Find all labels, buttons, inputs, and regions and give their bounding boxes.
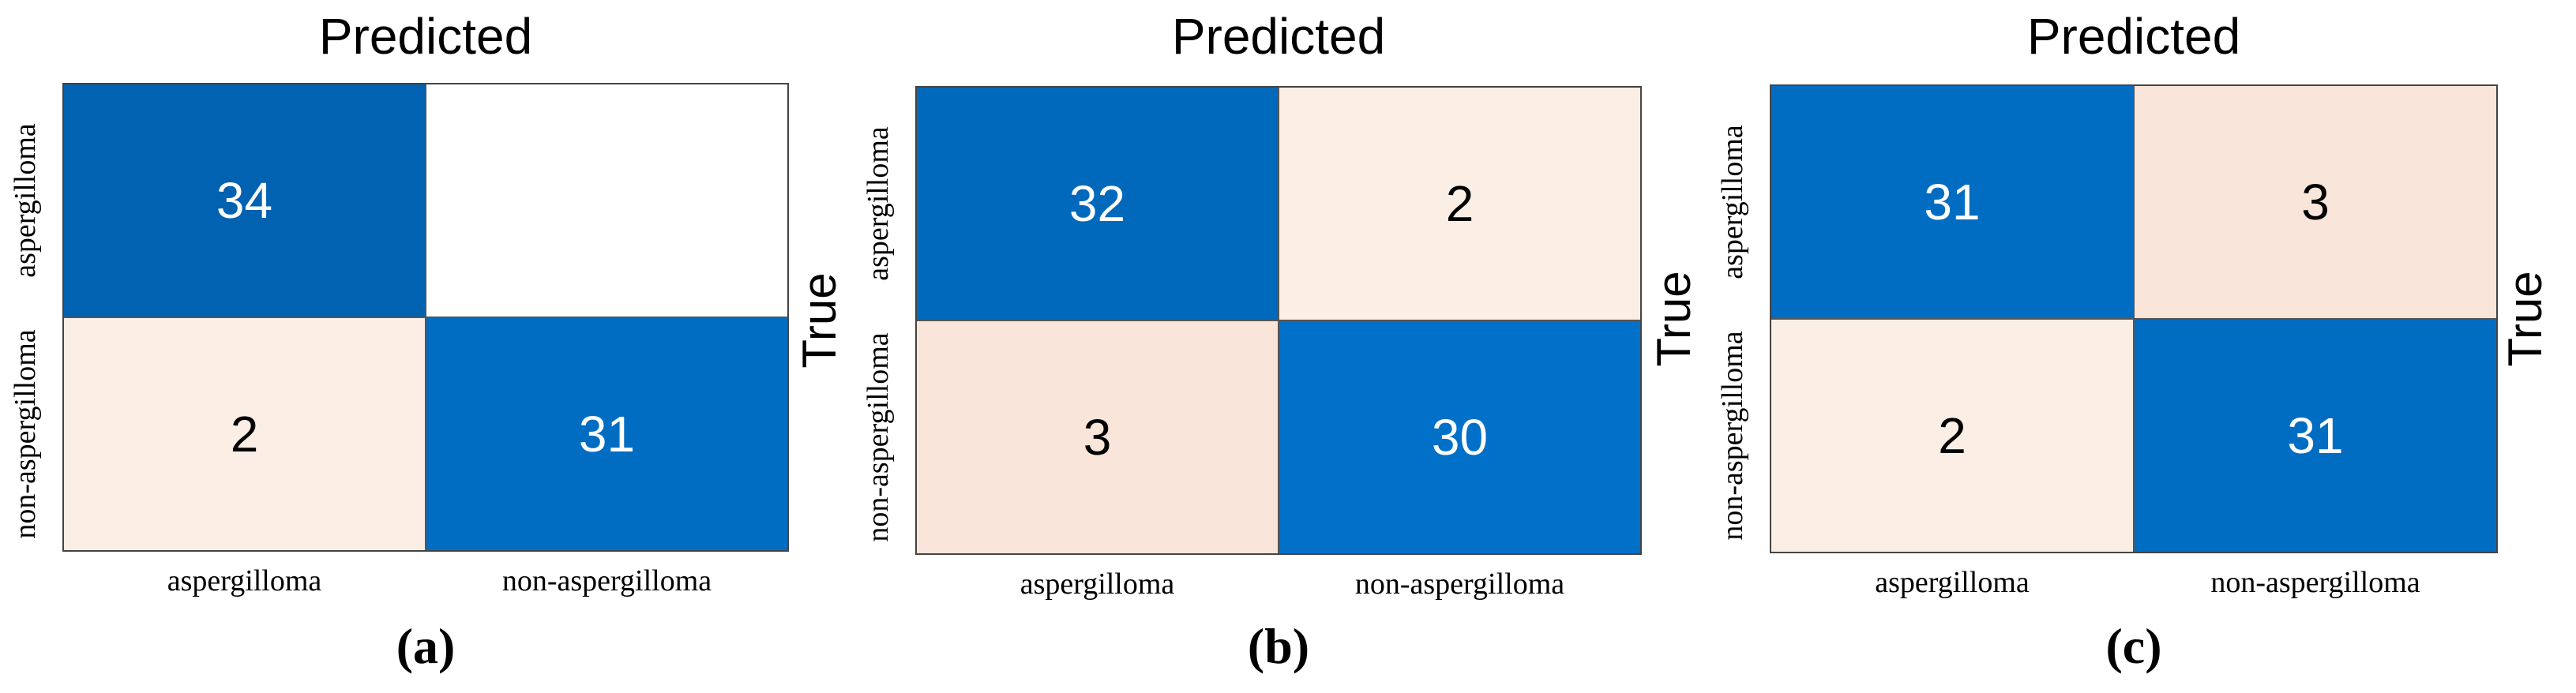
cell-value-label: 2 — [231, 406, 259, 463]
y-axis-label: True — [2499, 271, 2552, 366]
y-tick-label: aspergilloma — [1716, 125, 1749, 279]
matrix-cell — [62, 83, 426, 318]
confusion-matrix-panel: 34 2 31 Predicted aspergilloma non-aspergillo… — [9, 8, 789, 674]
panel-label: (c) — [2105, 618, 2161, 674]
cell-value-label: 32 — [1069, 175, 1125, 232]
matrix-cell — [1278, 320, 1642, 555]
cell-value-label: 2 — [1446, 175, 1474, 232]
cell-value-label: 34 — [216, 172, 272, 229]
x-tick-label: non-aspergilloma — [1355, 568, 1564, 601]
confusion-matrix-panel: 31 3 2 31 Predicted aspergilloma non-aspergill… — [1647, 8, 2498, 674]
x-tick-label: aspergilloma — [1020, 568, 1175, 601]
chart-title: Predicted — [1172, 8, 1385, 65]
x-tick-label: non-aspergilloma — [502, 564, 712, 597]
chart-title: Predicted — [2027, 8, 2240, 65]
x-tick-label: non-aspergilloma — [2210, 566, 2420, 599]
matrix-cell — [915, 320, 1279, 555]
matrix-cell — [2133, 84, 2498, 320]
cell-value-label: 31 — [579, 406, 635, 463]
matrix-border — [1770, 84, 2498, 553]
y-tick-label: aspergilloma — [9, 123, 42, 278]
matrix-border — [915, 86, 1642, 555]
cell-value-label: 2 — [1938, 407, 1966, 464]
cell-value-label: 31 — [1924, 174, 1980, 230]
matrix-cell — [425, 317, 789, 552]
matrix-border — [62, 83, 789, 552]
cell-value-label: 31 — [2287, 407, 2343, 464]
matrix-cell — [62, 317, 426, 552]
cell-value-label: 3 — [2301, 174, 2330, 230]
y-tick-label: non-aspergilloma — [862, 332, 895, 541]
y-axis-label: True — [1647, 271, 1700, 366]
matrix-cell — [425, 83, 789, 318]
x-tick-label: aspergilloma — [167, 564, 322, 597]
confusion-matrix-panel: 32 2 3 30 Predicted aspergilloma non-aspergill… — [793, 8, 1642, 674]
matrix-cell — [2133, 318, 2498, 553]
panel-label: (a) — [396, 618, 456, 674]
matrix-cell — [1770, 84, 2135, 320]
panel-label: (b) — [1248, 618, 1309, 674]
cell-value-label: 3 — [1083, 409, 1112, 466]
y-tick-label: non-aspergilloma — [9, 329, 42, 538]
x-tick-label: aspergilloma — [1875, 566, 2030, 599]
y-tick-label: aspergilloma — [862, 126, 895, 281]
y-tick-label: non-aspergilloma — [1716, 331, 1749, 540]
y-axis-label: True — [793, 272, 846, 368]
cell-value-label: 30 — [1432, 409, 1488, 466]
chart-title: Predicted — [319, 8, 532, 65]
